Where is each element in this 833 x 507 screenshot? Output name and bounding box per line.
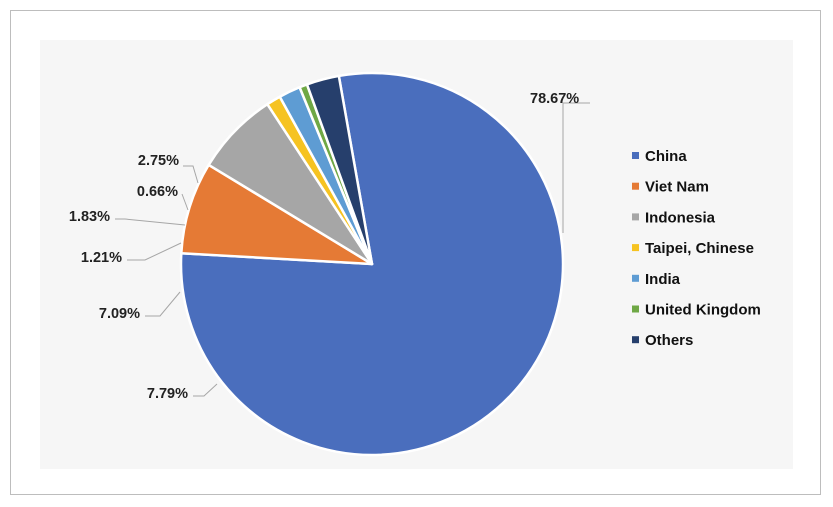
legend-swatch-taipei-chinese [632, 244, 639, 252]
leader-line-viet-nam [193, 383, 218, 397]
legend-swatch-india [632, 274, 639, 282]
data-label-china: 78.67% [530, 91, 579, 107]
pie-slice-others [305, 74, 374, 266]
legend: China Viet Nam Indonesia Taipei, Chinese… [632, 148, 761, 349]
data-labels: 78.67% 7.79% 7.09% 1.21% 1.83% 0.66% 2.7… [69, 91, 579, 402]
legend-label-china: China [645, 148, 687, 165]
leader-line-india [115, 218, 186, 226]
leader-line-indonesia [145, 291, 181, 317]
leader-line-others [183, 165, 199, 184]
legend-label-taipei-chinese: Taipei, Chinese [645, 240, 754, 257]
legend-label-united-kingdom: United Kingdom [645, 302, 761, 319]
data-label-india: 1.83% [69, 209, 110, 225]
legend-label-indonesia: Indonesia [645, 209, 716, 226]
leader-line-taipei-chinese [127, 242, 182, 261]
legend-swatch-others [632, 336, 639, 344]
legend-swatch-united-kingdom [632, 305, 639, 313]
legend-label-viet-nam: Viet Nam [645, 179, 709, 196]
leader-lines [115, 102, 590, 397]
data-label-indonesia: 7.09% [99, 306, 140, 322]
legend-swatch-china [632, 152, 639, 159]
data-label-united-kingdom: 0.66% [137, 184, 178, 200]
legend-label-india: India [645, 271, 681, 288]
legend-swatch-indonesia [632, 213, 639, 221]
leader-line-united-kingdom [181, 193, 189, 211]
data-label-taipei-chinese: 1.21% [81, 250, 122, 266]
data-label-others: 2.75% [138, 153, 179, 169]
legend-label-others: Others [645, 332, 693, 349]
legend-swatch-viet-nam [632, 182, 639, 190]
data-label-viet-nam: 7.79% [147, 386, 188, 402]
pie-slices [179, 71, 565, 457]
pie-slice-viet-nam [180, 163, 374, 266]
leader-line-china [562, 102, 590, 233]
